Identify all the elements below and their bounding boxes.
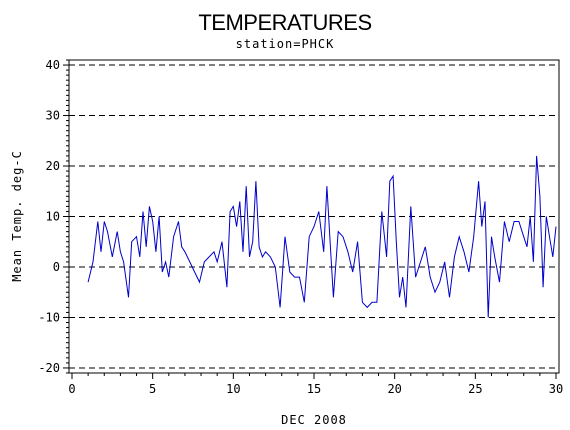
y-tick-label: -20 — [38, 361, 60, 375]
y-tick-label: -10 — [38, 310, 60, 324]
x-axis-ticks: 0 5 10 15 20 25 30 — [68, 373, 563, 396]
minor-ticks — [66, 59, 541, 376]
x-tick-label: 5 — [149, 382, 156, 396]
x-tick-label: 20 — [387, 382, 401, 396]
y-tick-label: 0 — [53, 260, 60, 274]
x-tick-label: 30 — [549, 382, 563, 396]
x-tick-label: 15 — [307, 382, 321, 396]
x-tick-label: 10 — [226, 382, 240, 396]
series-line — [87, 155, 557, 318]
y-tick-label: 40 — [46, 58, 60, 72]
y-axis-ticks: -20 -10 0 10 20 30 40 — [38, 58, 69, 375]
chart-title: TEMPERATURES — [198, 10, 371, 35]
y-tick-label: 20 — [46, 159, 60, 173]
y-tick-label: 10 — [46, 210, 60, 224]
grid-lines — [69, 64, 559, 369]
x-tick-label: 0 — [68, 382, 75, 396]
plot-frame — [68, 59, 560, 374]
x-axis-label: DEC 2008 — [281, 413, 347, 427]
y-tick-label: 30 — [46, 109, 60, 123]
x-tick-label: 25 — [468, 382, 482, 396]
chart-subtitle: station=PHCK — [236, 37, 335, 51]
y-axis-label: Mean Temp. deg-C — [10, 150, 24, 282]
